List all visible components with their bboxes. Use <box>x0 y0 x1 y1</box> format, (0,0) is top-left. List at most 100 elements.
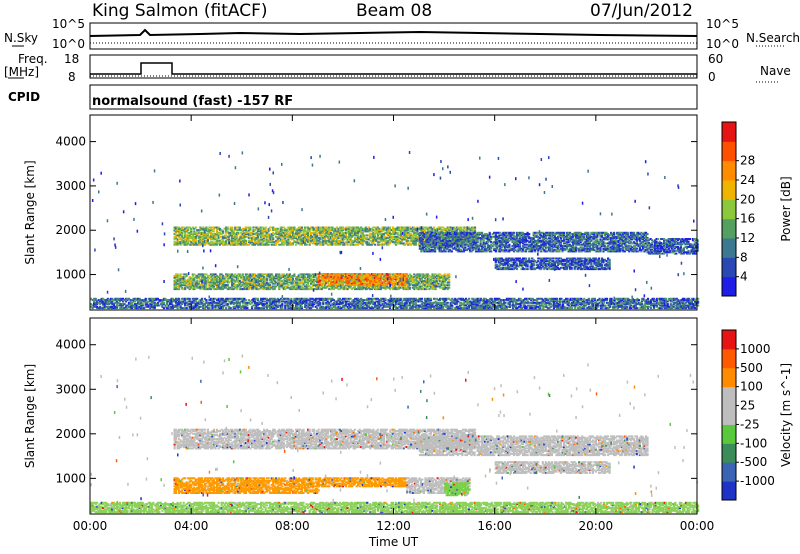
echo-cell <box>196 234 199 237</box>
echo-cell <box>200 242 203 245</box>
echo-cell <box>211 229 214 232</box>
echo-cell <box>354 239 357 242</box>
echo-cell <box>293 227 296 230</box>
echo-cell <box>237 229 240 232</box>
echo-cell <box>325 231 328 234</box>
echo-cell <box>290 226 293 229</box>
echo-cell <box>260 242 263 245</box>
echo-cell <box>285 242 288 245</box>
echo-cell <box>276 227 279 230</box>
echo-cell <box>317 227 320 230</box>
echo-cell <box>338 239 342 242</box>
echo-cell <box>250 241 254 244</box>
echo-cell <box>234 239 237 242</box>
echo-cell <box>279 226 282 229</box>
echo-cell <box>255 238 258 241</box>
echo-cell <box>310 237 313 240</box>
echo-cell <box>258 243 261 246</box>
echo-cell <box>225 243 228 246</box>
echo-cell <box>314 243 317 246</box>
echo-cell <box>238 227 241 230</box>
echo-cell <box>587 231 590 234</box>
echo-cell <box>187 226 190 229</box>
echo-cell <box>304 242 307 245</box>
echo-cell <box>305 239 308 242</box>
echo-cell <box>231 242 234 245</box>
echo-cell <box>317 229 320 232</box>
echo-cell <box>219 239 222 242</box>
echo-cell <box>307 239 310 242</box>
echo-cell <box>229 226 232 229</box>
echo-cell <box>193 243 196 246</box>
echo-cell <box>238 237 241 240</box>
echo-cell <box>481 231 484 234</box>
echo-cell <box>181 235 184 238</box>
echo-cell <box>308 229 311 232</box>
echo-cell <box>194 239 197 242</box>
echo-cell <box>334 237 337 240</box>
echo-cell <box>331 227 334 230</box>
echo-cell <box>263 229 266 232</box>
echo-cell <box>320 234 323 237</box>
echo-cell <box>323 229 326 232</box>
echo-cell <box>364 226 367 229</box>
echo-cell <box>328 241 331 244</box>
echo-cell <box>190 229 193 232</box>
echo-cell <box>232 231 235 234</box>
echo-cell <box>203 229 206 232</box>
echo-cell <box>197 241 200 244</box>
echo-cell <box>278 234 281 237</box>
echo-cell <box>278 230 281 233</box>
echo-cell <box>287 233 290 236</box>
echo-cell <box>175 243 178 246</box>
echo-cell <box>269 235 272 238</box>
echo-cell <box>372 234 375 237</box>
echo-cell <box>269 234 272 237</box>
echo-cell <box>379 237 382 240</box>
echo-cell <box>217 234 220 237</box>
echo-cell <box>285 229 288 232</box>
echo-cell <box>338 227 342 230</box>
echo-cell <box>293 233 296 236</box>
echo-cell <box>332 238 335 241</box>
echo-cell <box>675 252 678 255</box>
power-echo-cells <box>90 151 700 310</box>
echo-cell <box>302 233 305 236</box>
echo-cell <box>212 238 216 241</box>
echo-cell <box>275 233 278 236</box>
echo-cell <box>208 229 211 232</box>
echo-cell <box>179 238 182 241</box>
echo-cell <box>444 250 447 253</box>
echo-cell <box>266 243 269 246</box>
echo-cell <box>308 237 311 240</box>
echo-cell <box>322 231 325 234</box>
echo-cell <box>247 241 250 244</box>
echo-cell <box>284 234 287 237</box>
echo-cell <box>316 229 319 232</box>
echo-cell <box>196 233 199 236</box>
date-title: 07/Jun/2012 <box>590 1 693 21</box>
echo-cell <box>360 238 363 241</box>
echo-cell <box>220 229 223 232</box>
echo-cell <box>212 242 216 245</box>
echo-cell <box>364 242 367 245</box>
echo-cell <box>372 231 375 234</box>
echo-cell <box>323 241 326 244</box>
echo-cell <box>194 226 197 229</box>
echo-cell <box>512 231 516 234</box>
echo-cell <box>264 234 267 237</box>
echo-cell <box>247 237 250 240</box>
echo-cell <box>308 243 311 246</box>
echo-cell <box>276 231 279 234</box>
echo-cell <box>216 229 219 232</box>
echo-cell <box>338 229 342 232</box>
echo-cell <box>261 239 264 242</box>
echo-cell <box>320 231 323 234</box>
echo-cell <box>366 242 369 245</box>
echo-cell <box>322 241 325 244</box>
echo-cell <box>220 230 223 233</box>
echo-cell <box>211 235 214 238</box>
echo-cell <box>223 241 226 244</box>
echo-cell <box>249 242 252 245</box>
